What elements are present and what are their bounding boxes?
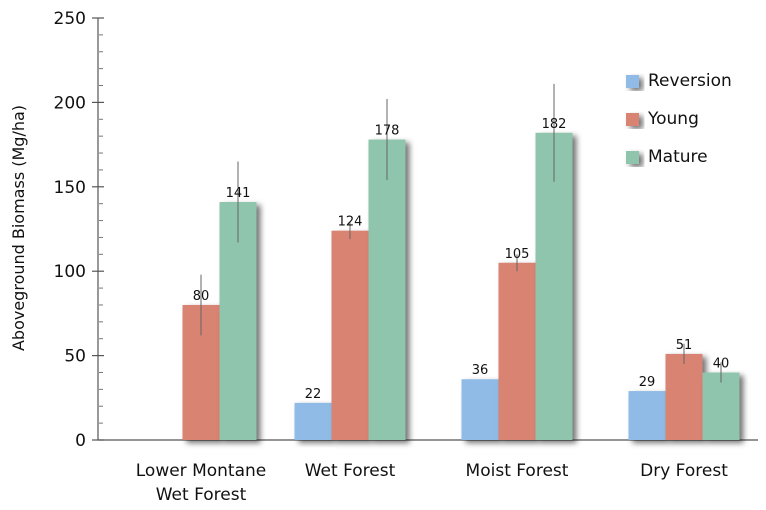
y-tick-label: 250 [54,9,86,29]
data-label: 29 [639,375,656,390]
data-label: 178 [375,124,400,139]
x-category-label: Dry Forest [640,461,728,481]
data-label: 80 [193,289,210,304]
bar [498,262,536,440]
bar [331,230,369,440]
chart-bars [182,83,740,440]
bar [628,391,666,440]
x-category-label: Moist Forest [466,461,569,481]
chart-legend: Reversion Young Mature [626,71,732,167]
bar [461,379,499,440]
y-tick-label: 50 [64,347,86,367]
x-category-label: Wet Forest [156,485,247,505]
data-label: 36 [472,363,489,378]
bar [665,353,703,440]
legend-swatch [626,75,639,88]
y-tick-label: 200 [54,93,86,113]
legend-label: Mature [648,147,708,167]
y-tick-label: 0 [75,431,86,451]
data-label: 105 [505,247,530,262]
data-label: 22 [305,387,322,402]
data-label: 51 [676,338,693,353]
legend-swatch [626,113,639,126]
chart-labels: 22 36 29 80 124 105 51 141 178 182 40 [193,117,730,402]
legend-label: Reversion [648,71,732,91]
data-label: 182 [542,117,567,132]
data-label: 124 [338,215,363,230]
bar [294,402,332,440]
data-label: 40 [713,356,730,371]
bar [368,139,406,440]
x-category-label: Lower Montane [136,461,267,481]
legend-swatch [626,151,639,164]
bar [535,132,573,440]
chart-axes: 0 50 100 150 200 250 Lower Montane Wet Forest We… [54,9,758,505]
bar [702,372,740,440]
data-label: 141 [226,186,251,201]
legend-label: Young [647,109,699,129]
y-axis-title: Aboveground Biomass (Mg/ha) [9,105,28,351]
y-tick-label: 100 [54,262,86,282]
y-tick-label: 150 [54,178,86,198]
x-category-label: Wet Forest [305,461,396,481]
